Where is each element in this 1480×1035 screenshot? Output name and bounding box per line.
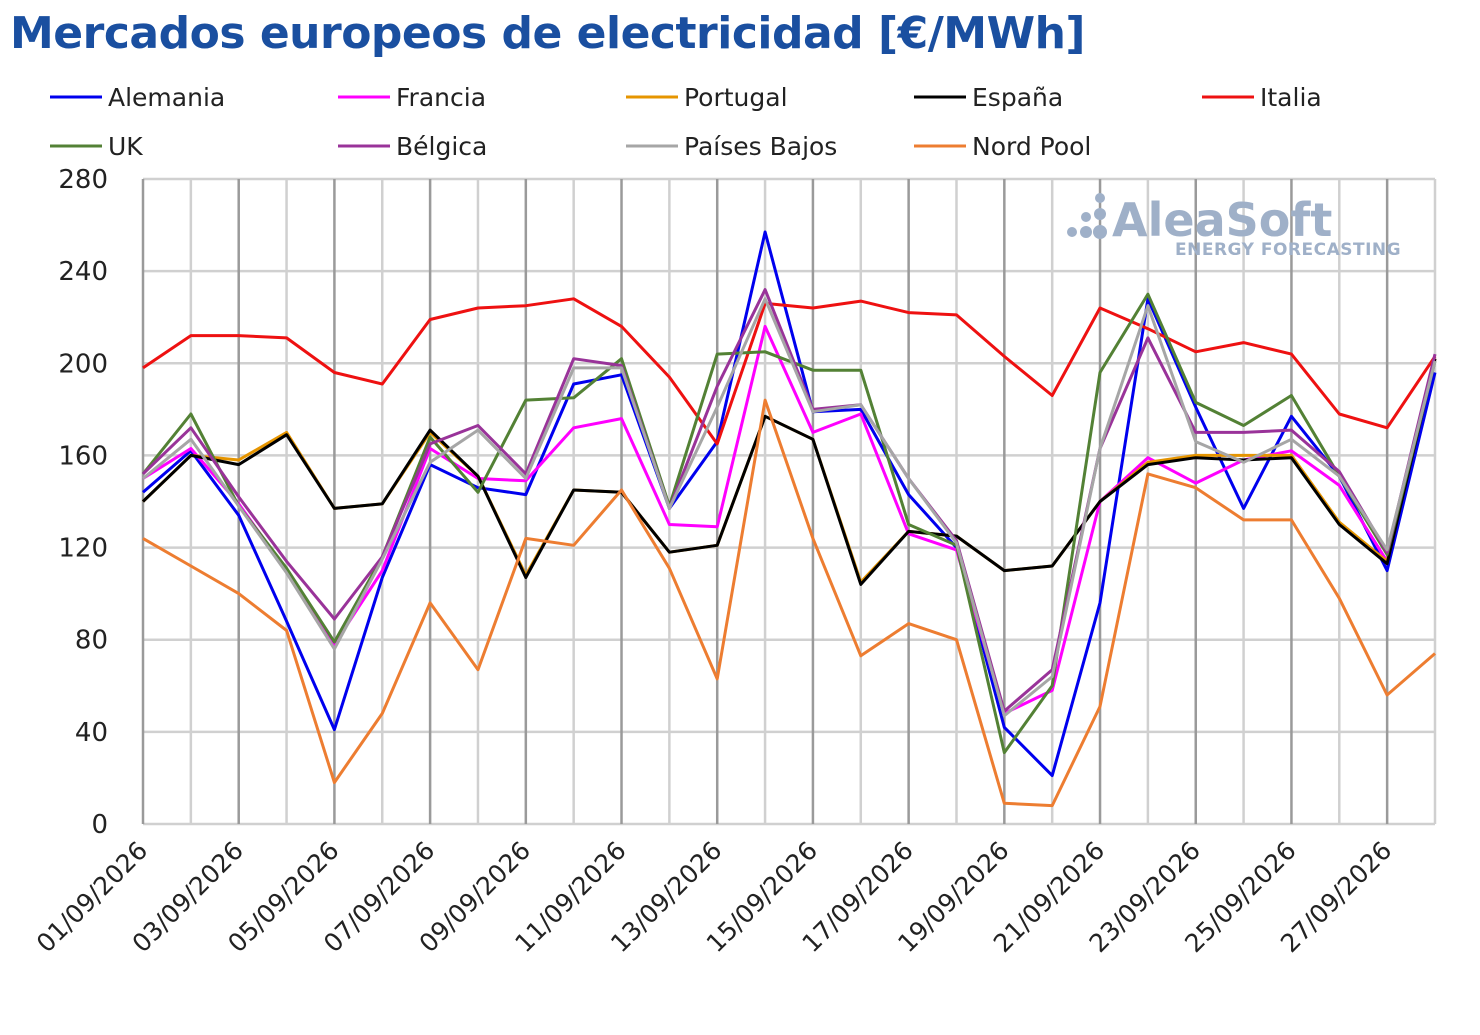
legend-label: España [972, 83, 1063, 112]
series-line-uk [141, 292, 1437, 755]
series-line-belgica [141, 288, 1437, 713]
legend-item-nord-pool: Nord Pool [914, 132, 1091, 161]
y-tick-label: 80 [75, 626, 108, 656]
y-tick-label: 240 [58, 257, 108, 287]
legend-item-uk: UK [50, 132, 143, 161]
watermark-main: AleaSoft [1112, 193, 1332, 247]
chart-title: Mercados europeos de electricidad [€/MWh… [10, 8, 1086, 59]
legend-item-alemania: Alemania [50, 83, 225, 112]
series-line-nord-pool [142, 398, 1436, 808]
watermark-dots-icon [1067, 193, 1107, 239]
series-line-italia [142, 297, 1437, 446]
series-line-paises-bajos [142, 297, 1437, 718]
legend-label: Alemania [108, 83, 225, 112]
legend-label: Italia [1260, 83, 1322, 112]
legend-item-francia: Francia [338, 83, 486, 112]
y-tick-label: 0 [91, 810, 108, 840]
legend: Alemania Francia Portugal España Italia UK Bél… [50, 83, 1322, 161]
y-axis: 0 40 80 120 160 200 240 280 [58, 165, 108, 840]
legend-label: Nord Pool [972, 132, 1091, 161]
y-tick-label: 160 [58, 441, 108, 471]
legend-item-portugal: Portugal [626, 83, 788, 112]
y-tick-label: 120 [58, 534, 108, 564]
series-line-francia [142, 324, 1437, 715]
y-tick-label: 200 [58, 349, 108, 379]
watermark-sub: ENERGY FORECASTING [1175, 240, 1401, 260]
y-tick-label: 280 [58, 165, 108, 195]
legend-label: Países Bajos [684, 132, 837, 161]
aleasoft-watermark: AleaSoft ENERGY FORECASTING [1067, 193, 1401, 260]
legend-label: Francia [396, 83, 486, 112]
series-lines [141, 230, 1437, 808]
legend-item-paises-bajos: Países Bajos [626, 132, 837, 161]
series-line-alemania [142, 230, 1437, 778]
legend-item-italia: Italia [1202, 83, 1322, 112]
y-tick-label: 40 [75, 718, 108, 748]
legend-label: Portugal [684, 83, 788, 112]
legend-item-belgica: Bélgica [338, 132, 487, 161]
series-line-espana [141, 358, 1437, 586]
legend-label: UK [108, 132, 143, 161]
legend-label: Bélgica [396, 132, 487, 161]
x-axis: 01/09/202603/09/202605/09/202607/09/2026… [31, 836, 1398, 958]
legend-item-espana: España [914, 83, 1063, 112]
